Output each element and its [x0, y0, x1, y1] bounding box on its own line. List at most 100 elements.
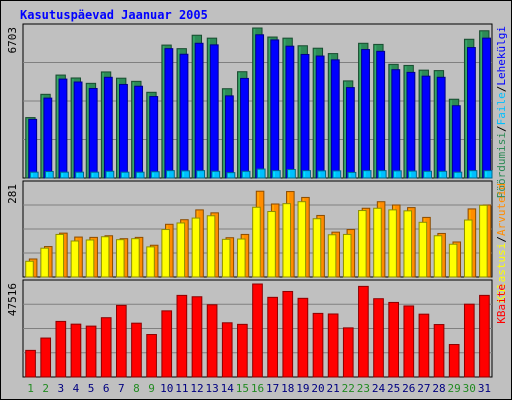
legend-label: Lehekülgi: [495, 26, 508, 86]
bar-highlight: [483, 39, 486, 177]
bar-highlight: [165, 49, 168, 177]
bar-highlight: [435, 71, 437, 177]
x-tick-label: 8: [133, 382, 140, 395]
bar-highlight: [208, 216, 210, 276]
bar-highlight: [420, 223, 422, 276]
bar-Külastusi-14: [221, 238, 231, 278]
bar-highlight: [238, 240, 241, 276]
bar-highlight: [102, 318, 104, 376]
bar-highlight: [302, 55, 304, 177]
bar-Faile-16: [256, 168, 266, 179]
bar-highlight: [268, 38, 271, 177]
bar-KBaite-14: [221, 322, 233, 378]
bar-highlight: [435, 325, 437, 376]
bar-highlight: [147, 93, 150, 177]
right-legend-labels: Pöördumisi/Faile/LehekülgiKülastusi/Arvu…: [495, 26, 508, 324]
bar-Külastusi-11: [176, 222, 186, 278]
bar-highlight: [56, 76, 59, 177]
bar-Faile-2: [44, 171, 54, 179]
x-tick-label: 23: [357, 382, 370, 395]
bar-highlight: [167, 171, 170, 177]
bar-highlight: [404, 66, 407, 177]
bar-Faile-26: [407, 170, 417, 179]
bar-highlight: [72, 78, 74, 177]
legend-separator: /: [495, 86, 508, 93]
bar-KBaite-6: [100, 317, 112, 378]
bar-Külastusi-24: [373, 207, 382, 278]
bar-highlight: [226, 96, 229, 177]
bar-highlight: [162, 230, 165, 276]
bar-highlight: [314, 314, 316, 376]
bar-highlight: [404, 306, 407, 376]
bar-highlight: [470, 171, 472, 177]
series-Faile: [29, 168, 493, 179]
bar-highlight: [106, 172, 109, 177]
x-tick-label: 16: [251, 382, 264, 395]
bar-KBaite-31: [479, 294, 490, 378]
x-axis-labels: 1 2 3 4 5 6 7 8 9 10 11 12 13 14 15 16 17 18 19 20 21 22 23 24 2…: [27, 382, 491, 395]
bar-highlight: [120, 85, 123, 177]
bar-highlight: [435, 236, 437, 276]
chart-title: Kasutuspäevad Jaanuar 2005: [20, 8, 208, 22]
bar-highlight: [480, 206, 483, 276]
bar-highlight: [208, 305, 210, 376]
bar-highlight: [303, 171, 306, 177]
bar-highlight: [223, 89, 225, 177]
legend-separator: /: [495, 125, 508, 132]
bar-highlight: [227, 173, 230, 177]
bar-KBaite-3: [55, 320, 67, 378]
bar-highlight: [137, 173, 139, 177]
bar-highlight: [31, 173, 33, 177]
bar-highlight: [26, 351, 29, 376]
bar-KBaite-21: [327, 313, 339, 378]
bar-Faile-3: [60, 171, 69, 179]
bar-highlight: [41, 339, 44, 376]
bar-highlight: [132, 82, 135, 177]
bar-KBaite-2: [40, 337, 52, 378]
bar-highlight: [72, 241, 74, 276]
x-tick-label: 10: [160, 382, 173, 395]
bar-Külastusi-22: [342, 233, 352, 278]
bar-Külastusi-25: [388, 209, 397, 278]
bar-highlight: [283, 292, 286, 376]
bar-highlight: [87, 327, 89, 376]
bar-highlight: [87, 241, 89, 276]
bar-KBaite-8: [131, 322, 142, 378]
x-tick-label: 22: [342, 382, 355, 395]
bar-highlight: [394, 171, 396, 177]
bar-highlight: [333, 171, 336, 177]
bar-highlight: [359, 211, 362, 276]
bar-Faile-27: [423, 170, 432, 179]
bar-highlight: [450, 245, 452, 276]
bar-Faile-13: [211, 170, 221, 179]
bar-KBaite-5: [85, 325, 97, 378]
bar-highlight: [181, 55, 183, 177]
bar-KBaite-9: [146, 334, 157, 378]
bar-highlight: [453, 106, 455, 177]
bar-Külastusi-5: [85, 239, 95, 278]
bar-highlight: [56, 322, 59, 376]
bar-highlight: [283, 39, 286, 177]
x-tick-label: 20: [311, 382, 324, 395]
y-max-label: 6703: [6, 27, 19, 54]
bar-KBaite-23: [358, 285, 369, 378]
bar-Faile-1: [29, 171, 39, 179]
bar-highlight: [465, 221, 468, 276]
bar-Külastusi-3: [55, 233, 65, 278]
bar-Külastusi-19: [297, 201, 307, 278]
bar-highlight: [485, 171, 487, 177]
panel-2: 281: [6, 180, 493, 278]
bar-Külastusi-28: [433, 235, 443, 278]
bar-KBaite-4: [70, 323, 82, 378]
x-tick-label: 9: [148, 382, 155, 395]
x-tick-label: 2: [42, 382, 49, 395]
bar-highlight: [256, 35, 259, 177]
legend-separator: /: [495, 236, 508, 243]
bar-KBaite-16: [252, 283, 263, 378]
x-tick-label: 7: [118, 382, 125, 395]
bar-highlight: [147, 335, 150, 376]
bar-highlight: [288, 170, 291, 177]
bar-highlight: [438, 78, 440, 177]
panels-layer: 6703 281 47516: [6, 23, 493, 378]
bar-highlight: [377, 52, 380, 178]
